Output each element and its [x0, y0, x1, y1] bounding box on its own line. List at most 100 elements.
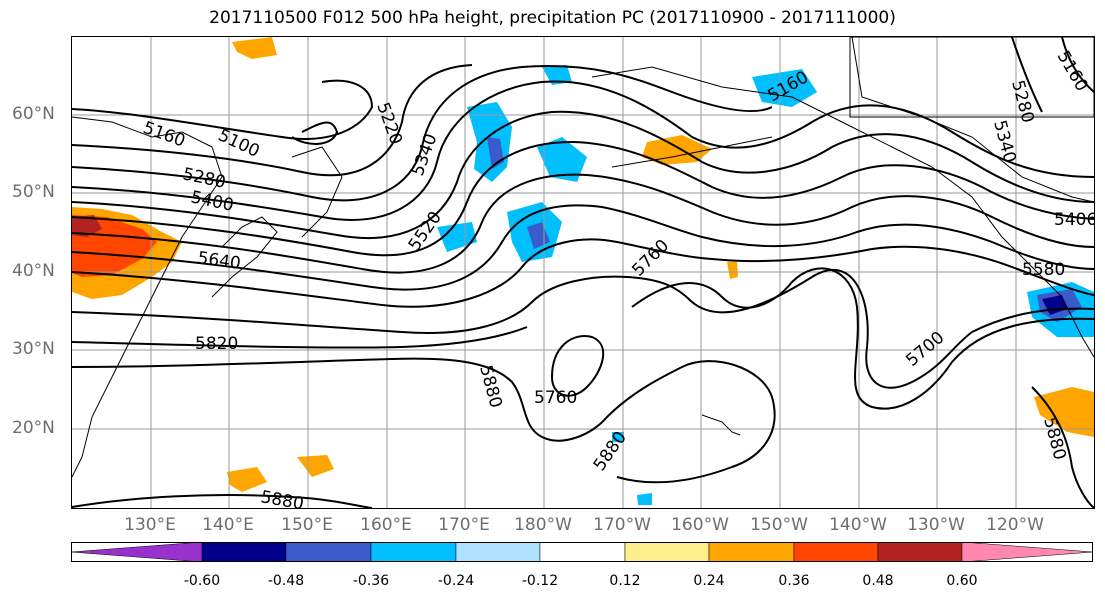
colorbar-tick: 0.12 [609, 573, 641, 589]
colorbar-tick: -0.36 [352, 573, 390, 589]
precip-positive-top-left [232, 37, 277, 59]
lon-label-130e: 130°E [124, 515, 176, 535]
precip-negative-central-3 [437, 222, 477, 252]
hawaii [701, 414, 741, 436]
lat-label-40n: 40°N [12, 261, 55, 281]
colorbar-tick: -0.48 [267, 573, 305, 589]
lon-label-170e: 170°E [438, 515, 490, 535]
lon-label-160e: 160°E [360, 515, 412, 535]
coast-japan [211, 216, 278, 298]
contour-label: 5280 [1007, 78, 1038, 125]
contour-label: 5406 [1054, 210, 1094, 230]
colorbar-tick: -0.12 [521, 573, 559, 589]
colorbar-tick: -0.24 [437, 573, 475, 589]
precip-negative-small-1 [612, 432, 624, 442]
colorbar [71, 542, 1093, 562]
precip-positive-small [727, 262, 738, 279]
contour-5400 [72, 110, 1094, 239]
contour-label: 5880 [475, 363, 506, 410]
coast-kamchatka [291, 146, 343, 238]
colorbar-outline [71, 542, 1093, 562]
colorbar-segment [370, 542, 457, 562]
precip-positive-baja [1034, 387, 1094, 437]
contour-5340 [72, 80, 1094, 221]
contour-5460 [72, 140, 1094, 257]
contour-5760 [631, 267, 1094, 410]
contour-5700 [72, 269, 1094, 389]
lon-label-150w: 150°W [750, 515, 808, 535]
contour-label: 5700 [902, 328, 948, 371]
colorbar-segment [201, 542, 287, 562]
contour-5280 [72, 65, 773, 202]
lon-label-180w: 180°W [514, 515, 572, 535]
contour-label: 5160 [1053, 48, 1092, 95]
lon-label-130w: 130°W [907, 515, 965, 535]
map-title: 2017110500 F012 500 hPa height, precipit… [209, 8, 896, 28]
contour-5520 [72, 173, 1094, 274]
graticule [72, 37, 1094, 508]
contour-5640 [72, 238, 1094, 308]
colorbar-segments [71, 542, 1093, 562]
colorbar-tick: 0.36 [778, 573, 810, 589]
contour-label: 5820 [195, 334, 238, 354]
precip-positive-southwest-2 [297, 455, 334, 477]
contour-label: 5640 [196, 248, 242, 274]
lat-label-20n: 20°N [12, 418, 55, 438]
contour-5280-ne [1011, 37, 1043, 113]
colorbar-tick: 0.60 [946, 573, 978, 589]
contour-5820 [72, 326, 528, 349]
colorbar-tick: 0.24 [693, 573, 725, 589]
boundary-box [849, 37, 1094, 118]
contour-label: 5400 [189, 187, 235, 216]
height-contours [72, 37, 1094, 508]
contour-5880-south [72, 357, 776, 484]
contour-label: 5340 [989, 118, 1020, 165]
lon-label-120w: 120°W [986, 515, 1044, 535]
contour-label: 5760 [628, 236, 673, 281]
precip-negative-top-mid [542, 65, 572, 85]
coastlines [72, 37, 1094, 478]
lon-label-170w: 170°W [593, 515, 651, 535]
colorbar-segment [455, 542, 541, 562]
precip-negative-small-2 [637, 493, 652, 505]
contour-label: 5280 [181, 164, 227, 193]
colorbar-segment [793, 542, 879, 562]
contour-label: 5760 [534, 388, 577, 408]
coast-asia [72, 116, 223, 478]
colorbar-segment [877, 542, 963, 562]
colorbar-segment [539, 542, 626, 562]
lat-label-60n: 60°N [12, 104, 55, 124]
colorbar-tick: 0.48 [862, 573, 894, 589]
colorbar-segment [961, 542, 1093, 562]
precip-negative-gulf [752, 69, 817, 107]
contour-5760-closed [550, 335, 605, 397]
contour-5580 [72, 204, 1094, 291]
coast-canada [851, 37, 1094, 203]
precip-max-east-asia [72, 215, 102, 237]
contour-label: 5160 [140, 118, 187, 152]
contour-label: 5880 [590, 428, 631, 475]
colorbar-tick: -0.60 [183, 573, 221, 589]
precip-positive-southwest [227, 467, 267, 492]
contour-5160-ne [1061, 37, 1094, 93]
colorbar-segment [285, 542, 372, 562]
contour-5880-west [72, 494, 373, 508]
lat-label-50n: 50°N [12, 182, 55, 202]
lon-label-140w: 140°W [829, 515, 887, 535]
map-panel: 5160 5100 5220 5340 5280 5400 5640 5520 … [71, 36, 1095, 509]
lat-label-30n: 30°N [12, 339, 55, 359]
contour-5880-east [1031, 386, 1094, 508]
contour-5100 [291, 121, 339, 145]
colorbar-segment [708, 542, 795, 562]
aleutians [611, 136, 773, 168]
lon-label-150e: 150°E [281, 515, 333, 535]
lon-label-140e: 140°E [202, 515, 254, 535]
lon-label-160w: 160°W [671, 515, 729, 535]
coast-alaska [591, 66, 1094, 358]
contour-label: 5580 [1022, 260, 1065, 280]
contour-label: 5880 [259, 487, 305, 508]
contour-5160 [72, 79, 374, 140]
precip-negative-central-1 [537, 137, 587, 182]
map-canvas: 5160 5100 5220 5340 5280 5400 5640 5520 … [72, 37, 1094, 508]
contour-label: 5340 [408, 131, 442, 178]
